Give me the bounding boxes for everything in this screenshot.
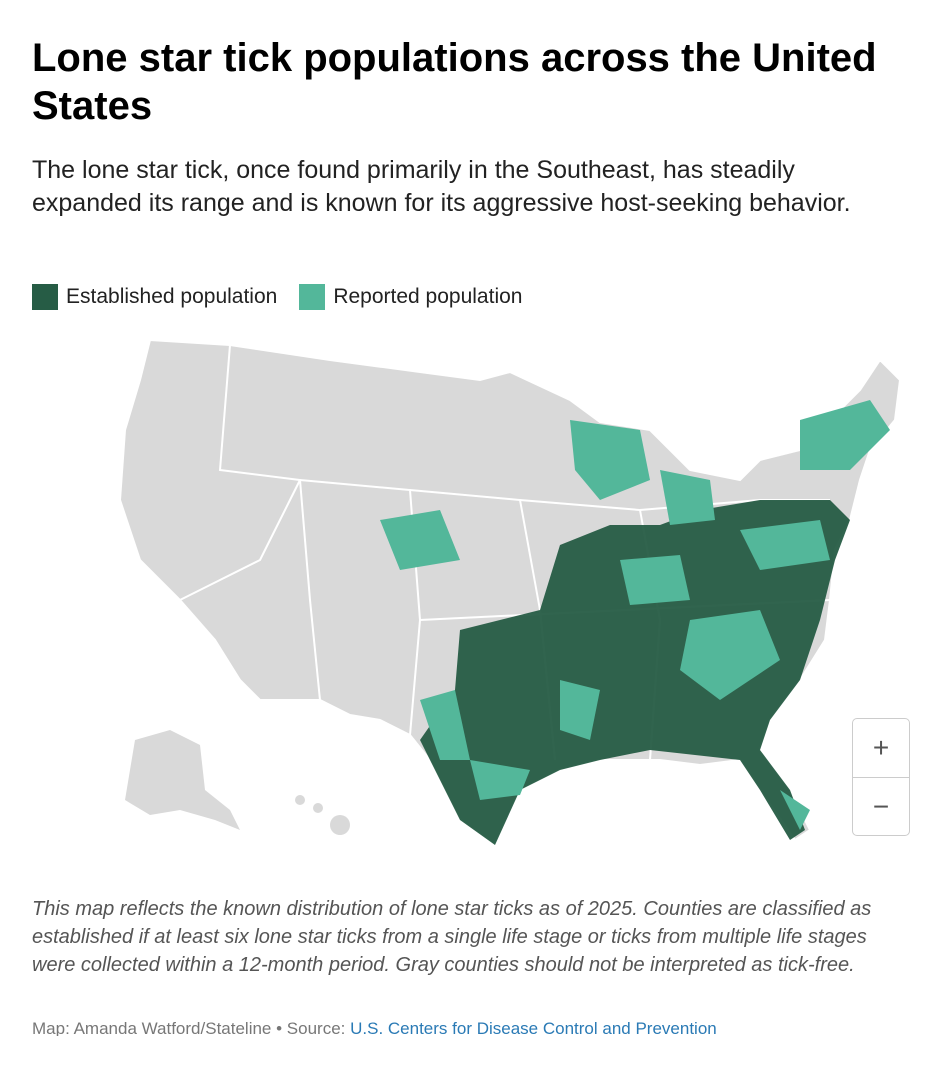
credit-text: Map: Amanda Watford/Stateline • Source: — [32, 1019, 351, 1036]
source-link[interactable]: U.S. Centers for Disease Control and Pre… — [350, 1019, 717, 1036]
zoom-controls: + − — [852, 718, 910, 836]
legend-swatch — [32, 284, 58, 310]
hawaii — [295, 795, 350, 835]
subtitle: The lone star tick, once found primarily… — [32, 156, 851, 217]
reported-areas — [380, 400, 890, 830]
established-area — [420, 500, 850, 845]
legend-label: Established population — [66, 285, 278, 308]
footnote: This map reflects the known distribution… — [32, 898, 872, 976]
legend-item: Established population — [32, 284, 277, 310]
zoom-out-button[interactable]: − — [853, 777, 909, 836]
credit: Map: Amanda Watford/Stateline • Source: … — [32, 1016, 717, 1036]
zoom-in-button[interactable]: + — [872, 732, 890, 763]
alaska — [125, 730, 240, 830]
legend-item: Reported population — [299, 284, 522, 310]
map — [118, 338, 902, 847]
title: Lone star tick populations across the Un… — [32, 36, 877, 128]
legend: Established population Reported populati… — [32, 284, 522, 310]
legend-swatch — [299, 284, 326, 310]
legend-label: Reported population — [333, 285, 523, 308]
